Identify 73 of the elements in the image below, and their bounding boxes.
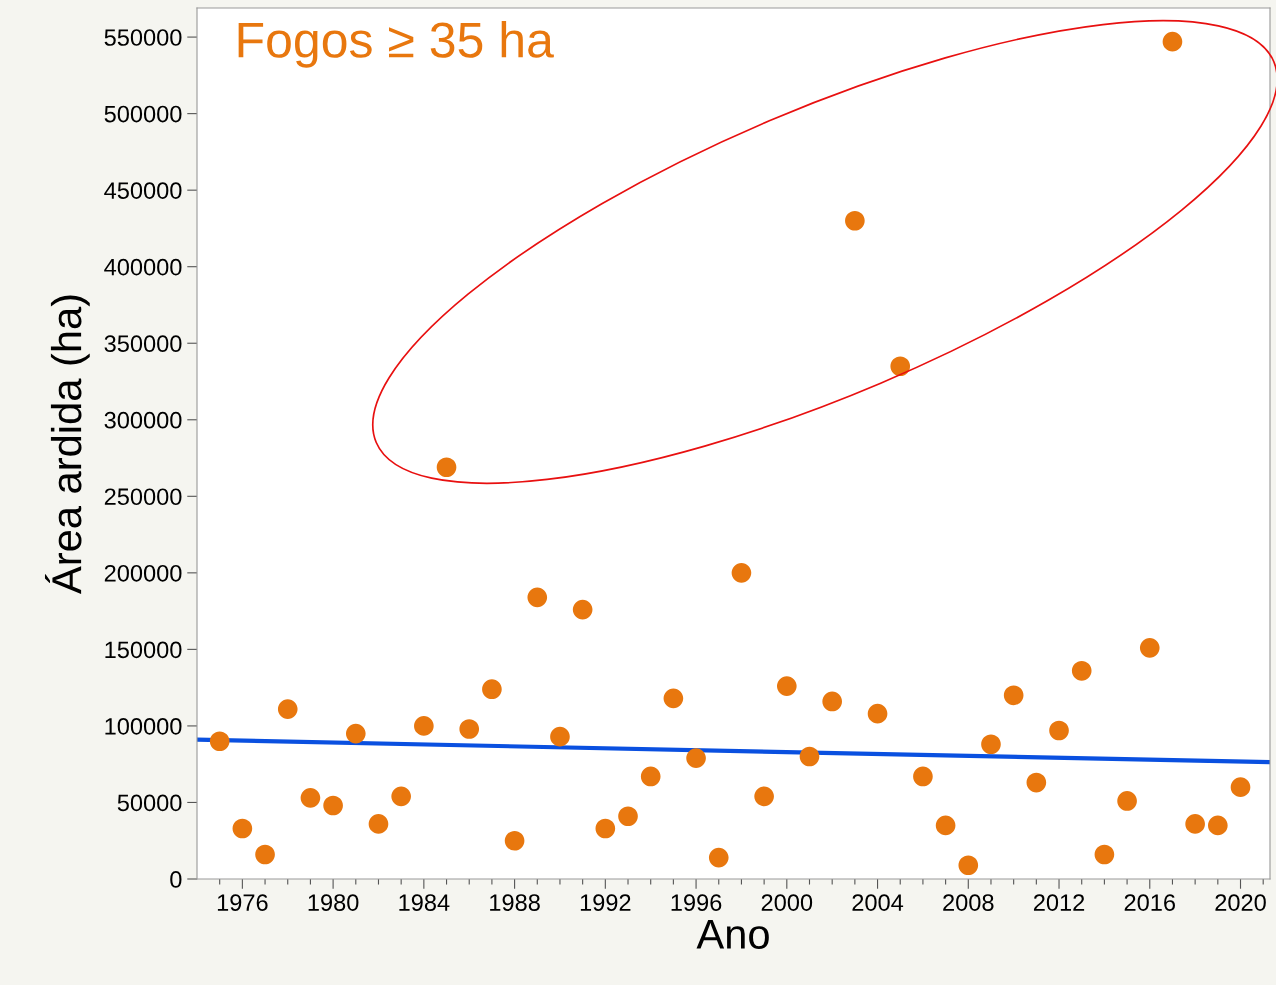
point: [1026, 772, 1047, 793]
x-tick-label: 1992: [580, 894, 631, 911]
point: [799, 746, 820, 767]
point: [368, 814, 389, 834]
y-axis-title: Área ardida (ha): [44, 295, 90, 594]
point: [345, 723, 366, 744]
point: [277, 699, 298, 719]
x-tick-label: 2000: [761, 894, 813, 911]
point: [1230, 777, 1251, 797]
point: [232, 818, 253, 839]
point: [708, 847, 729, 868]
point: [618, 806, 638, 827]
point: [1094, 844, 1115, 865]
point: [323, 795, 343, 816]
point: [436, 457, 457, 478]
point: [300, 788, 321, 808]
x-axis-title: Ano: [696, 919, 769, 949]
x-tick-label: 2008: [943, 894, 994, 911]
x-tick-label: 2020: [1215, 894, 1266, 911]
x-tick-label: 2012: [1033, 894, 1085, 911]
point: [822, 691, 842, 712]
y-tick-label: 400000: [104, 258, 182, 276]
point: [1117, 791, 1137, 811]
x-tick-label: 1976: [217, 894, 268, 911]
point: [935, 815, 956, 836]
y-tick-label: 200000: [104, 564, 182, 582]
y-tick-label: 500000: [104, 105, 182, 123]
point: [640, 766, 661, 787]
point: [1139, 638, 1160, 658]
x-tick-label: 1988: [490, 894, 540, 911]
point: [1003, 685, 1024, 706]
point: [1208, 815, 1228, 836]
point: [731, 563, 752, 583]
point: [913, 766, 933, 787]
point: [459, 719, 480, 739]
point: [958, 855, 979, 876]
point: [482, 679, 502, 700]
point: [255, 844, 275, 865]
y-tick-label: 550000: [104, 29, 182, 46]
annotation: Fogos ≥ 35 ha: [238, 21, 554, 68]
point: [550, 726, 570, 747]
y-tick-label: 100000: [105, 717, 182, 735]
x-tick-label: 1984: [399, 894, 450, 911]
point: [754, 786, 774, 807]
x-tick-label: 2016: [1124, 894, 1175, 911]
point: [981, 734, 1001, 755]
point: [663, 688, 684, 709]
point: [686, 748, 706, 768]
y-tick-label: 300000: [104, 411, 182, 429]
y-tick-label: 150000: [105, 641, 182, 659]
point: [1071, 661, 1092, 681]
point: [1162, 31, 1183, 52]
point: [504, 830, 525, 851]
y-tick-label: 450000: [104, 182, 182, 199]
point: [527, 587, 548, 608]
point: [1185, 814, 1205, 834]
y-tick-label: 50000: [117, 794, 182, 812]
y-tick-label: 350000: [104, 335, 182, 353]
y-tick-label: 0: [170, 871, 182, 888]
x-tick-label: 1996: [671, 894, 722, 911]
x-tick-label: 1980: [308, 894, 359, 911]
x-tick-label: 2004: [852, 894, 904, 911]
point: [595, 818, 616, 839]
point: [391, 786, 411, 807]
y-tick-label: 250000: [104, 488, 182, 506]
point: [776, 676, 797, 696]
point: [414, 716, 434, 736]
point: [890, 356, 911, 377]
point: [572, 599, 593, 620]
point: [867, 703, 888, 724]
point: [845, 210, 865, 231]
point: [1049, 720, 1069, 741]
point: [209, 731, 230, 752]
